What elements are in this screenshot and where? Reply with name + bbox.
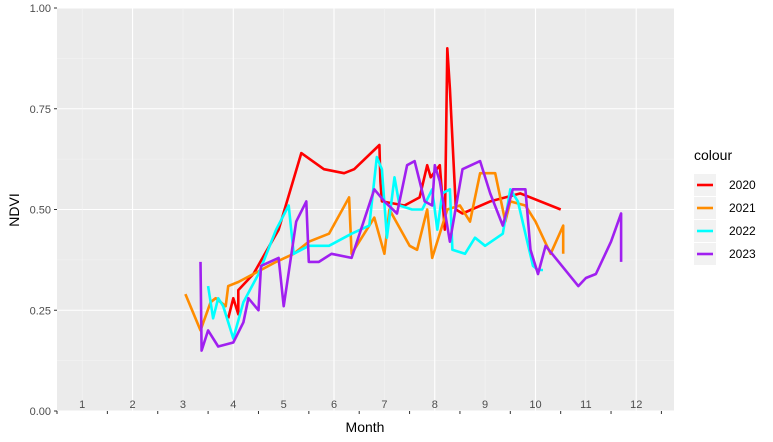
y-tick-label: 0.50 [30,205,51,217]
y-tick-label: 0.00 [30,406,51,418]
x-tick-label: 12 [630,399,642,411]
y-axis-title: NDVI [6,193,22,226]
x-tick-label: 1 [79,399,85,411]
x-tick-label: 6 [331,399,337,411]
y-tick-label: 1.00 [30,3,51,15]
series-line-2023 [199,159,623,352]
legend-title: colour [694,147,732,163]
legend: colour 2020 2021 2022 2023 [694,147,756,265]
legend-label-2023: 2023 [729,247,756,261]
x-tick-label: 4 [230,399,236,411]
y-tick-label: 0.25 [30,305,51,317]
x-tick-label: 5 [281,399,287,411]
legend-label-2020: 2020 [729,178,756,192]
y-axis: 0.00 0.25 0.50 0.75 1.00 [30,3,57,418]
x-tick-label: 2 [129,399,135,411]
x-axis: 1 2 3 4 5 6 7 8 9 10 11 12 [56,399,662,414]
x-tick-label: 11 [580,399,591,411]
x-axis-title: Month [346,419,385,435]
x-tick-label: 7 [381,399,387,411]
x-tick-label: 9 [482,399,488,411]
x-tick-label: 10 [529,399,541,411]
x-tick-label: 8 [432,399,438,411]
series-line-2020 [226,47,562,319]
series-lines [184,47,623,352]
legend-label-2021: 2021 [729,201,756,215]
legend-label-2022: 2022 [729,224,756,238]
x-tick-label: 3 [180,399,186,411]
series-line-2022 [206,155,543,340]
y-tick-label: 0.75 [30,104,51,116]
